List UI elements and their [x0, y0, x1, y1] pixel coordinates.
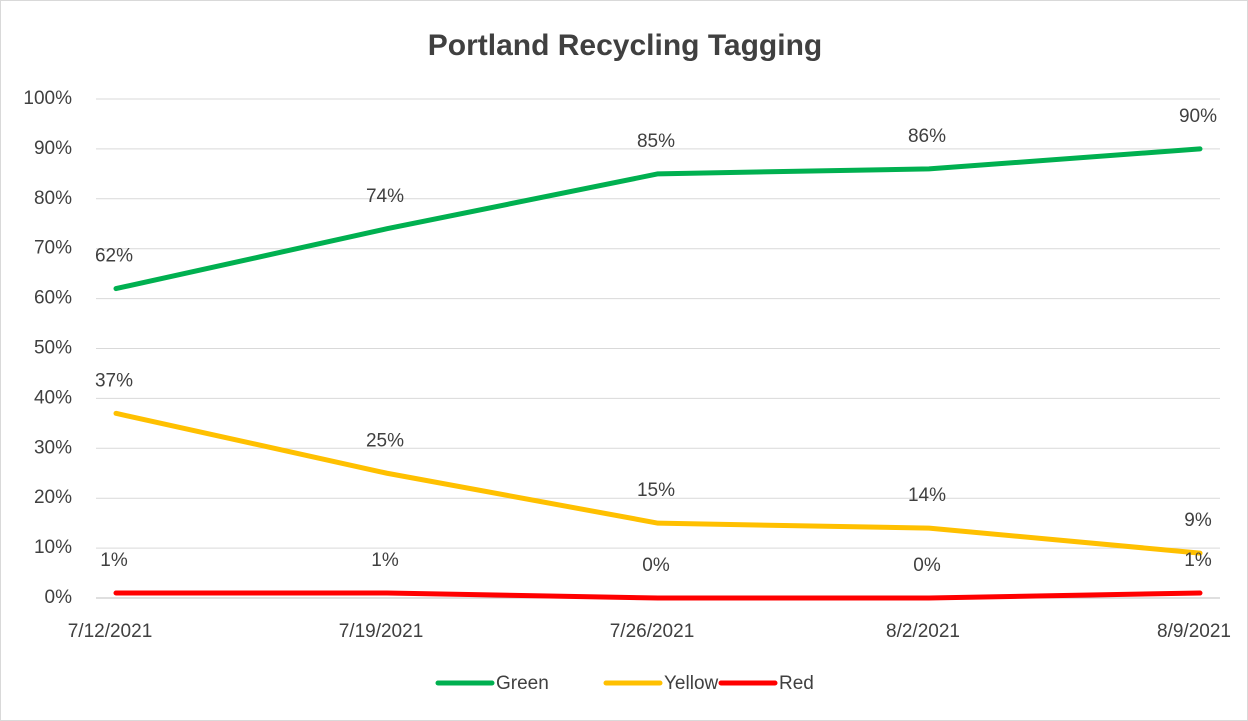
data-label: 62% [95, 246, 133, 267]
y-tick-label: 30% [34, 437, 72, 458]
chart-title: Portland Recycling Tagging [428, 29, 822, 62]
x-tick-label: 7/26/2021 [610, 621, 695, 642]
y-tick-label: 50% [34, 338, 72, 359]
data-label: 86% [908, 126, 946, 147]
data-label: 85% [637, 131, 675, 152]
data-label: 9% [1184, 510, 1212, 531]
y-tick-label: 20% [34, 487, 72, 508]
y-tick-label: 10% [34, 537, 72, 558]
data-label: 14% [908, 485, 946, 506]
legend-label: Yellow [664, 673, 719, 694]
y-tick-label: 70% [34, 238, 72, 259]
data-label: 74% [366, 186, 404, 207]
y-tick-label: 80% [34, 188, 72, 209]
legend-label: Red [779, 673, 814, 694]
series-line [113, 146, 1203, 292]
series-line [113, 590, 1203, 601]
data-label: 25% [366, 430, 404, 451]
data-label: 0% [642, 555, 670, 576]
data-label: 37% [95, 370, 133, 391]
y-tick-label: 60% [34, 288, 72, 309]
legend-label: Green [496, 673, 549, 694]
series-line [113, 410, 1203, 556]
data-label: 0% [913, 555, 941, 576]
data-label: 1% [100, 550, 128, 571]
x-tick-label: 8/2/2021 [886, 621, 960, 642]
y-tick-label: 90% [34, 138, 72, 159]
y-tick-label: 0% [45, 587, 73, 608]
y-tick-label: 40% [34, 387, 72, 408]
x-tick-label: 8/9/2021 [1157, 621, 1231, 642]
x-tick-label: 7/19/2021 [339, 621, 424, 642]
data-label: 1% [1184, 550, 1212, 571]
data-label: 1% [371, 550, 399, 571]
data-label: 90% [1179, 106, 1217, 127]
data-label: 15% [637, 480, 675, 501]
x-tick-label: 7/12/2021 [68, 621, 153, 642]
y-tick-label: 100% [23, 88, 72, 109]
